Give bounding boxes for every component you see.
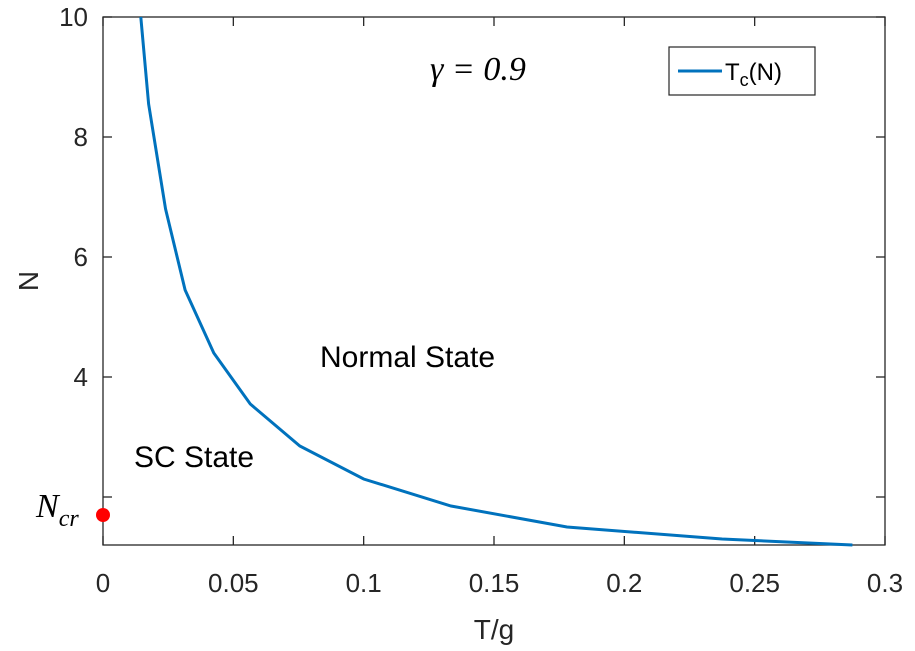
x-tick-label: 0.25: [729, 568, 780, 598]
x-tick-label: 0: [96, 568, 110, 598]
x-axis-ticks: 0 0.05 0.1 0.15 0.2 0.25 0.3: [96, 17, 903, 598]
x-tick-label: 0.2: [606, 568, 642, 598]
plot-area: [102, 16, 886, 546]
ncr-label-sub: cr: [59, 506, 80, 532]
y-axis-ticks: 4 6 8 10: [59, 2, 885, 498]
legend-label: Tc(N): [725, 59, 782, 90]
sc-state-label: SC State: [134, 441, 254, 474]
legend-label-main: T: [725, 59, 740, 86]
y-tick-label: 4: [74, 362, 88, 392]
normal-state-label: Normal State: [320, 341, 495, 374]
y-axis-title: N: [13, 271, 44, 291]
ncr-label: Ncr: [35, 488, 79, 532]
y-tick-label: 8: [74, 122, 88, 152]
tc-curve-series: [139, 16, 853, 547]
y-tick-label: 6: [74, 242, 88, 272]
ncr-label-main: N: [35, 488, 61, 525]
ncr-point: [96, 508, 110, 522]
x-tick-label: 0.1: [346, 568, 382, 598]
legend-label-sub: c: [740, 70, 749, 90]
x-tick-label: 0.15: [469, 568, 520, 598]
legend-label-suffix: (N): [749, 59, 782, 86]
x-axis-title: T/g: [474, 614, 514, 645]
y-tick-label: 10: [59, 2, 88, 32]
gamma-annotation: γ = 0.9: [430, 51, 526, 88]
legend: Tc(N): [668, 46, 816, 96]
x-tick-label: 0.05: [208, 568, 259, 598]
x-tick-label: 0.3: [867, 568, 903, 598]
